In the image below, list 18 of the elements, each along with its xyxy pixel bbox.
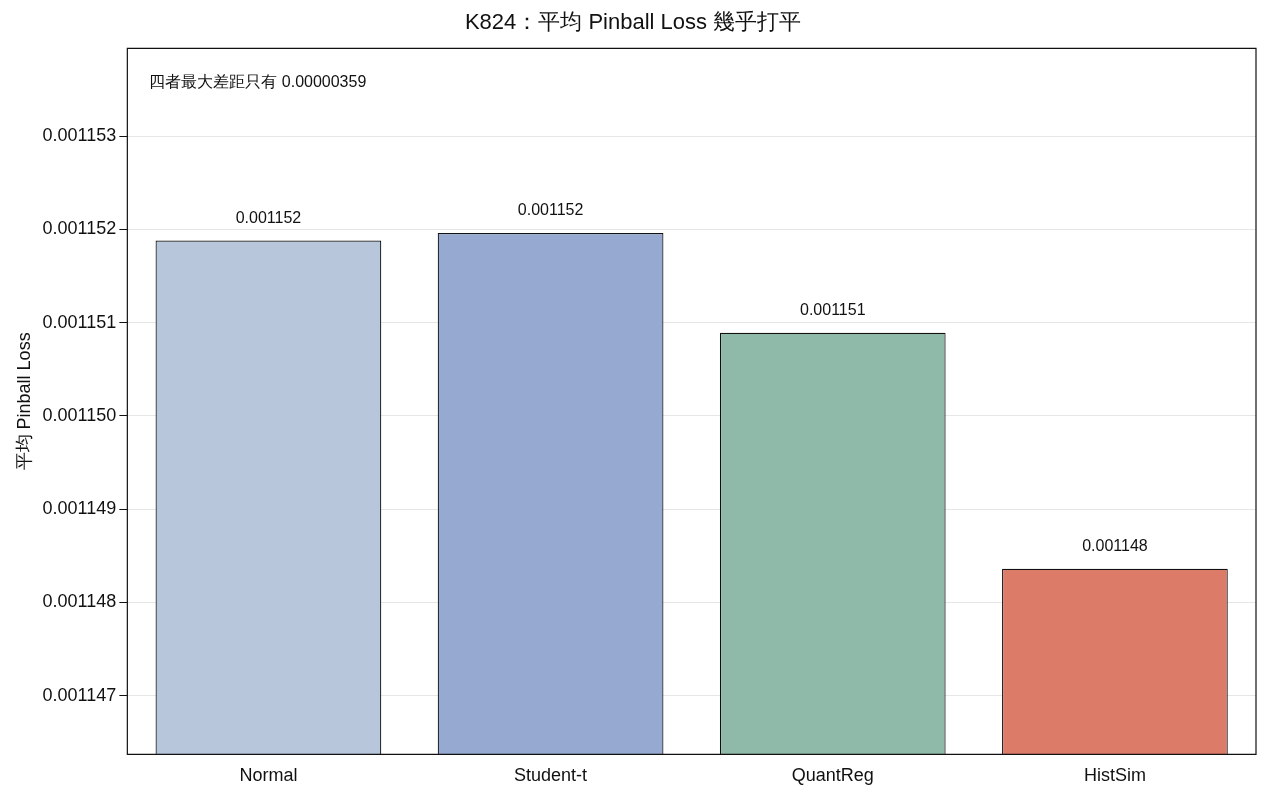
data-label: 0.001152 <box>517 201 584 219</box>
chart-title: K824：平均 Pinball Loss 幾乎打平 <box>464 9 802 35</box>
y-tick-label: 0.001147 <box>42 684 117 705</box>
y-axis-title: 平均 Pinball Loss <box>13 332 34 471</box>
data-label: 0.001151 <box>799 301 866 319</box>
annotation: 四者最大差距只有 0.00000359 <box>149 72 367 90</box>
x-tick-label: Student-t <box>514 765 588 786</box>
x-tick-label: Normal <box>239 765 298 786</box>
x-tick-label: QuantReg <box>791 765 874 786</box>
data-label: 0.001152 <box>235 208 302 226</box>
y-tick-label: 0.001152 <box>42 218 117 239</box>
y-tick-label: 0.001149 <box>42 498 117 519</box>
x-tick-label: HistSim <box>1083 765 1146 786</box>
y-tick-label: 0.001150 <box>42 404 117 425</box>
data-label: 0.001148 <box>1082 537 1148 555</box>
y-tick-label: 0.001153 <box>42 125 117 146</box>
y-tick-label: 0.001151 <box>42 311 117 332</box>
y-tick-label: 0.001148 <box>42 591 117 612</box>
